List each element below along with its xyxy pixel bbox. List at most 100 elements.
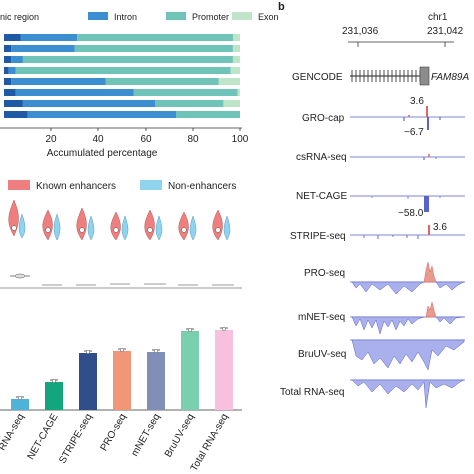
assay-bar-3: [79, 353, 97, 410]
stacked-bar-row-2-seg-1: [4, 45, 12, 52]
legend-swatch-promoter: [166, 12, 186, 20]
stacked-bar-row-5-seg-1: [4, 78, 12, 85]
stacked-bar-row-3-seg-2: [11, 56, 23, 63]
assay-bar-7: [215, 330, 233, 410]
stripe-seq-pos-value: 3.6: [433, 222, 447, 233]
stacked-bar-row-2-seg-3: [74, 45, 233, 52]
stacked-bar-row-1-seg-4: [232, 34, 240, 41]
track-label-csrna-seq: csRNA-seq: [296, 152, 347, 163]
legend-mid: Known enhancers Non-enhancers: [8, 180, 236, 192]
assay-bar-point-4: [119, 347, 125, 353]
violin-pair-6: [178, 211, 197, 241]
violin-pair-4: [110, 211, 129, 241]
gro-cap-pos-value: 3.6: [410, 96, 424, 107]
stacked-bar-row-7-seg-2: [22, 100, 156, 107]
legend-top-label-1: Intron: [114, 12, 137, 22]
assay-bar-label-6: BruUV-seq: [163, 412, 197, 459]
panel-b-label: b: [278, 1, 285, 13]
stacked-bar-row-7-seg-3: [155, 100, 224, 107]
net-cage-neg-peak: [424, 196, 429, 212]
legend-mid-label-0: Known enhancers: [36, 181, 116, 192]
stacked-bar-row-6-seg-3: [133, 89, 238, 96]
total-rna-seq-track: [350, 379, 465, 409]
stacked-bar-row-3-seg-4: [232, 56, 240, 63]
stripe-seq-track: 3.6: [350, 222, 465, 239]
assay-bar-1: [11, 399, 29, 410]
x-tick-20: 20: [45, 134, 57, 145]
stacked-bar-row-2-seg-2: [11, 45, 75, 52]
gene-exon: [419, 66, 430, 86]
stacked-bar-row-7-seg-1: [4, 100, 23, 107]
mnet-seq-track: [350, 301, 465, 335]
stacked-bar-row-8-seg-1: [4, 111, 28, 118]
x-tick-80: 80: [187, 134, 199, 145]
stacked-bar-row-8-seg-3: [176, 111, 240, 118]
stacked-bar-row-5-seg-3: [105, 78, 219, 85]
assay-bar-2: [45, 382, 63, 410]
legend-swatch-known-enhancers: [8, 180, 30, 190]
violin-pair-7: [212, 209, 231, 241]
stacked-bar-row-6-seg-2: [15, 89, 134, 96]
coordinate-ruler: [348, 41, 454, 47]
assay-bar-5: [147, 352, 165, 410]
assay-bar-point-3: [85, 349, 91, 355]
track-label-mnet-seq: mNET-seq: [298, 312, 345, 323]
assay-bar-label-1: RNA-seq: [0, 412, 27, 453]
stacked-bar-row-3-seg-1: [4, 56, 12, 63]
assay-bar-point-6: [187, 327, 193, 333]
track-labels: GENCODE GRO-cap csRNA-seq NET-CAGE STRIP…: [280, 72, 347, 398]
x-axis-label: Accumulated percentage: [47, 148, 158, 159]
stacked-bar-row-1-seg-2: [20, 34, 78, 41]
net-cage-neg-value: −58.0: [398, 208, 424, 219]
assay-bar-point-2: [51, 378, 57, 384]
gro-cap-track: 3.6 −6.7: [350, 96, 465, 138]
stacked-bar-row-4-seg-4: [230, 67, 240, 74]
legend-top-label-3: Exon: [258, 12, 279, 22]
range-strip: [0, 273, 242, 289]
coord-left: 231,036: [342, 26, 379, 37]
stacked-bar-row-5-seg-4: [218, 78, 240, 85]
assay-bar-label-3: STRIPE-seq: [57, 412, 94, 466]
gro-cap-neg-value: −6.7: [404, 127, 424, 138]
legend-top-label-2: Promoter: [192, 12, 229, 22]
violin-pair-5: [144, 209, 163, 241]
assay-bar-label-2: NET-CAGE: [26, 412, 61, 462]
track-label-total-rna-seq: Total RNA-seq: [280, 387, 344, 398]
stacked-bar-row-6-seg-1: [4, 89, 16, 96]
track-label-bruuv-seq: BruUV-seq: [298, 349, 346, 360]
assay-bar-4: [113, 351, 131, 410]
stacked-bar-row-2-seg-4: [232, 45, 240, 52]
gene-intron-ticks: [351, 70, 421, 82]
track-label-net-cage: NET-CAGE: [296, 191, 347, 202]
legend-swatch-non-enhancers: [140, 180, 162, 190]
legend-top: nic region Intron Promoter Exon: [0, 12, 279, 22]
x-tick-60: 60: [140, 134, 152, 145]
stacked-bar-chart: [4, 34, 240, 118]
legend-top-label-0: nic region: [0, 12, 39, 22]
stacked-bar-row-4-seg-1: [4, 67, 9, 74]
stacked-bar-row-8-seg-2: [27, 111, 177, 118]
pro-seq-track: [350, 261, 465, 295]
assay-bar-label-4: PRO-seq: [99, 412, 129, 453]
track-label-stripe-seq: STRIPE-seq: [290, 231, 346, 242]
violin-plots: [8, 199, 231, 241]
gencode-track: FAM89A: [350, 66, 469, 86]
track-label-gencode: GENCODE: [292, 72, 343, 83]
legend-swatch-exon: [232, 12, 252, 20]
assay-bar-label-7: Total RNA-seq: [189, 412, 231, 473]
stacked-bar-row-7-seg-4: [223, 100, 240, 107]
assay-bar-label-5: mNET-seq: [129, 412, 162, 458]
stacked-bar-row-3-seg-3: [22, 56, 233, 63]
stacked-bar-row-1-seg-1: [4, 34, 21, 41]
track-label-pro-seq: PRO-seq: [304, 268, 345, 279]
bruuv-seq-track: [350, 339, 465, 371]
violin-pair-3: [76, 207, 95, 241]
legend-swatch-intron: [88, 12, 108, 20]
stacked-bar-row-6-seg-4: [237, 89, 240, 96]
legend-mid-label-1: Non-enhancers: [168, 181, 236, 192]
coord-right: 231,042: [427, 26, 464, 37]
violin-pair-1: [8, 199, 26, 239]
x-tick-40: 40: [92, 134, 104, 145]
